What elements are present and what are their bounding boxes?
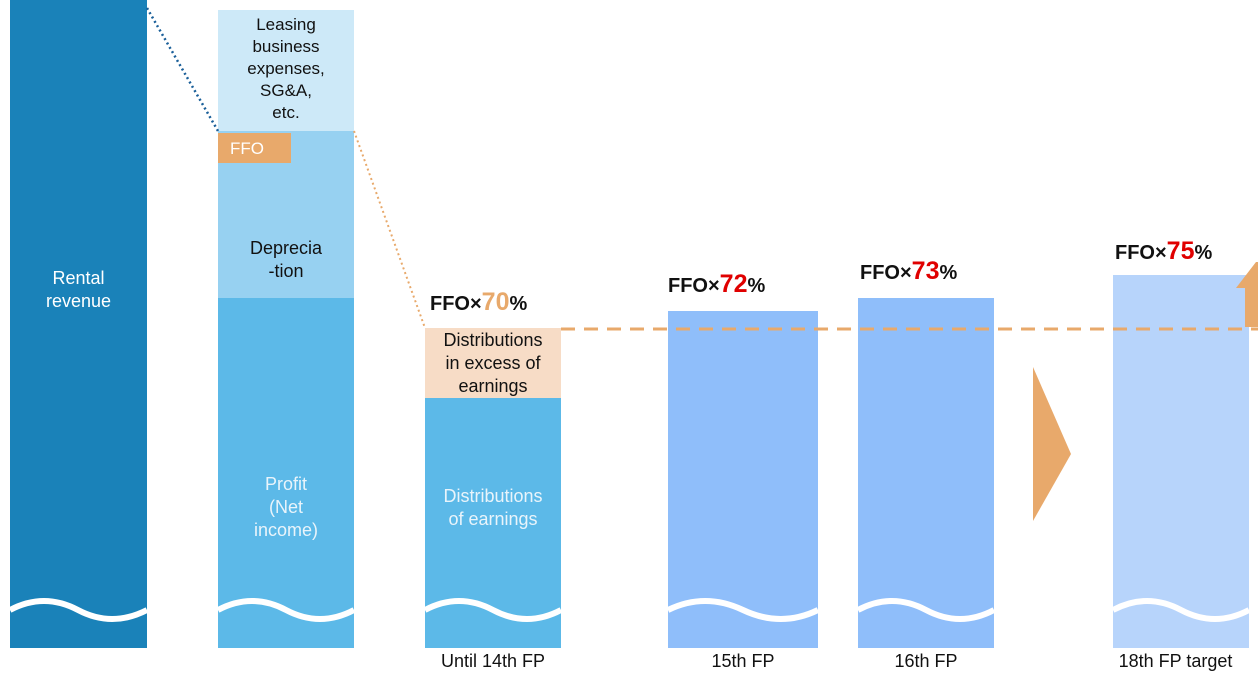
ffo-connector-dotted [353, 130, 426, 329]
ffo-prefix: FFO× [1115, 242, 1167, 264]
depreciation-label: Deprecia -tion [249, 238, 323, 281]
profit-block [218, 298, 354, 648]
expenses-label: Leasing business expenses, SG&A, etc. [247, 15, 325, 122]
ffo-pct-value: 75 [1166, 237, 1195, 265]
ffo-ratio-label-16: FFO×73% [860, 257, 957, 286]
period-16-bar [858, 298, 994, 648]
x-label-16th: 16th FP [894, 651, 958, 671]
ffo-pct-sign: % [747, 275, 766, 297]
ffo-prefix: FFO× [860, 262, 912, 284]
ffo-pct-sign: % [1194, 242, 1213, 264]
ffo-prefix: FFO× [668, 275, 720, 297]
ffo-pct-value: 72 [719, 270, 748, 298]
progression-arrow [1033, 367, 1071, 521]
expenses-block [218, 10, 354, 131]
ffo-pct-value: 73 [911, 257, 940, 285]
period-15-bar [668, 311, 818, 648]
earnings-distribution-label: Distributions of earnings [443, 486, 543, 529]
ffo-pct-sign: % [509, 293, 528, 315]
revenue-connector-dotted [145, 7, 220, 132]
ffo-tag [218, 133, 291, 163]
x-label-15th: 15th FP [711, 651, 775, 671]
period-18-bar [1113, 275, 1249, 648]
ffo-tag-label: FFO [230, 138, 264, 158]
profit-label: Profit (Net income) [253, 474, 319, 540]
ffo-ratio-label-18: FFO×75% [1115, 237, 1212, 266]
ffo-pct-value: 70 [481, 288, 510, 316]
ffo-ratio-label-15: FFO×72% [668, 270, 765, 299]
excess-distribution-label: Distributions in excess of earnings [443, 329, 543, 396]
x-label-18th-target: 18th FP target [1118, 651, 1233, 671]
rental-revenue-bar [10, 0, 147, 648]
ffo-prefix: FFO× [430, 293, 482, 315]
ffo-ratio-label-14: FFO×70% [430, 288, 527, 317]
x-label-until-14th: Until 14th FP [440, 651, 546, 671]
rental-revenue-label: Rental revenue [45, 268, 112, 311]
ffo-pct-sign: % [939, 262, 958, 284]
excess-distribution-block [425, 328, 561, 398]
